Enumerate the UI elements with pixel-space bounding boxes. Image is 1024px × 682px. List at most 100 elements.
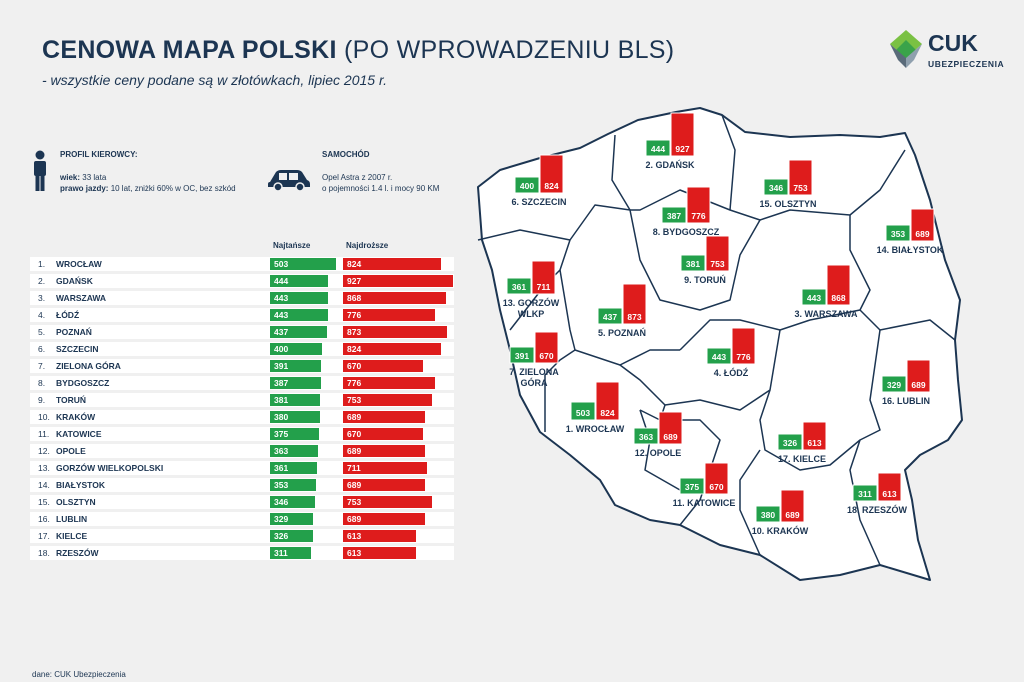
value-cheapest: 363	[274, 446, 289, 456]
driver-icon	[34, 150, 46, 191]
map-value-cheapest: 400	[520, 181, 534, 191]
map-city-label: 7. ZIELONA	[509, 367, 559, 377]
row-city: WROCŁAW	[56, 259, 102, 269]
map-city-label: 14. BIAŁYSTOK	[877, 245, 944, 255]
map-value-most-expensive: 670	[539, 351, 553, 361]
map-bar-cheapest	[680, 254, 706, 272]
map-bar-cheapest	[633, 427, 659, 445]
value-most-expensive: 613	[347, 548, 362, 558]
map-bar-most-expensive	[780, 489, 805, 523]
row-rank: 5.	[38, 327, 46, 337]
map-value-most-expensive: 670	[709, 482, 723, 492]
map-value-most-expensive: 689	[911, 380, 925, 390]
bar-cheapest	[270, 513, 313, 525]
map-value-most-expensive: 824	[600, 408, 614, 418]
map-bar-most-expensive	[670, 112, 695, 157]
table-row: 7. ZIELONA GÓRA 391 670	[30, 358, 454, 375]
map-value-most-expensive: 776	[691, 211, 705, 221]
value-most-expensive: 689	[347, 480, 362, 490]
bar-cheapest	[270, 343, 322, 355]
row-city: KATOWICE	[56, 429, 102, 439]
value-most-expensive: 689	[347, 446, 362, 456]
map-value-cheapest: 353	[891, 229, 905, 239]
map-value-most-expensive: 776	[736, 352, 750, 362]
table-row: 18. RZESZÓW 311 613	[30, 545, 454, 562]
map-bar-most-expensive	[534, 331, 559, 364]
source-note: dane: CUK Ubezpieczenia	[32, 670, 126, 679]
bar-cheapest	[270, 428, 319, 440]
map-bar-cheapest	[801, 288, 827, 306]
map-bar-most-expensive	[539, 154, 564, 194]
map-value-most-expensive: 613	[882, 489, 896, 499]
license-label: prawo jazdy:	[60, 184, 109, 193]
row-rank: 18.	[38, 548, 50, 558]
map-bar-most-expensive	[877, 472, 902, 502]
bar-most-expensive	[343, 258, 441, 270]
bar-cheapest	[270, 326, 327, 338]
map-bar-cheapest	[881, 375, 907, 393]
map-city-label: 12. OPOLE	[635, 448, 682, 458]
row-rank: 15.	[38, 497, 50, 507]
map-bar-most-expensive	[705, 235, 730, 272]
value-most-expensive: 670	[347, 429, 362, 439]
value-most-expensive: 868	[347, 293, 362, 303]
map-value-most-expensive: 689	[663, 432, 677, 442]
page-subtitle: - wszystkie ceny podane są w złotówkach,…	[42, 72, 387, 88]
value-cheapest: 387	[274, 378, 289, 388]
table-row: 14. BIAŁYSTOK 353 689	[30, 477, 454, 494]
bar-most-expensive	[343, 326, 447, 338]
map-city-label-line2: GÓRA	[521, 377, 549, 388]
bar-most-expensive	[343, 292, 446, 304]
map-city-label: 1. WROCŁAW	[566, 424, 625, 434]
table-row: 10. KRAKÓW 380 689	[30, 409, 454, 426]
map-value-cheapest: 326	[783, 438, 797, 448]
table-row: 12. OPOLE 363 689	[30, 443, 454, 460]
table-row: 15. OLSZTYN 346 753	[30, 494, 454, 511]
value-cheapest: 329	[274, 514, 289, 524]
value-cheapest: 400	[274, 344, 289, 354]
value-cheapest: 361	[274, 463, 289, 473]
value-cheapest: 381	[274, 395, 289, 405]
map-city-label: 4. ŁÓDŹ	[714, 367, 749, 378]
bar-cheapest	[270, 377, 321, 389]
map-value-cheapest: 444	[651, 144, 665, 154]
table-row: 16. LUBLIN 329 689	[30, 511, 454, 528]
row-rank: 11.	[38, 429, 50, 439]
row-city: KRAKÓW	[56, 412, 96, 422]
row-rank: 10.	[38, 412, 50, 422]
map-city-label: 17. KIELCE	[778, 454, 826, 464]
bar-cheapest	[270, 462, 317, 474]
row-rank: 17.	[38, 531, 50, 541]
map-bar-cheapest	[661, 206, 687, 224]
logo-sub: UBEZPIECZENIA	[928, 59, 1005, 69]
map-city-label: 13. GORZÓW	[503, 297, 560, 308]
map-bar-most-expensive	[802, 421, 827, 451]
row-rank: 9.	[38, 395, 46, 405]
logo-icon	[890, 30, 922, 68]
bar-most-expensive	[343, 428, 423, 440]
map-value-most-expensive: 753	[793, 183, 807, 193]
map-value-cheapest: 375	[685, 482, 699, 492]
row-city: OLSZTYN	[56, 497, 96, 507]
map-bar-cheapest	[777, 433, 803, 451]
row-rank: 2.	[38, 276, 46, 286]
bar-most-expensive	[343, 377, 435, 389]
map-bar-cheapest	[885, 224, 911, 242]
row-city: POZNAŃ	[56, 327, 92, 337]
value-most-expensive: 873	[347, 327, 362, 337]
map-bar-cheapest	[506, 277, 532, 295]
value-most-expensive: 689	[347, 514, 362, 524]
row-city: RZESZÓW	[56, 548, 99, 558]
map-bar-cheapest	[763, 178, 789, 196]
value-most-expensive: 776	[347, 310, 362, 320]
bar-most-expensive	[343, 547, 416, 559]
value-cheapest: 353	[274, 480, 289, 490]
map-bar-most-expensive	[531, 260, 556, 295]
row-city: LUBLIN	[56, 514, 88, 524]
driver-heading: PROFIL KIEROWCY:	[60, 150, 138, 159]
map-value-cheapest: 437	[603, 312, 617, 322]
map-city-label: 6. SZCZECIN	[511, 197, 566, 207]
map-value-cheapest: 381	[686, 259, 700, 269]
row-rank: 6.	[38, 344, 46, 354]
map-value-cheapest: 387	[667, 211, 681, 221]
